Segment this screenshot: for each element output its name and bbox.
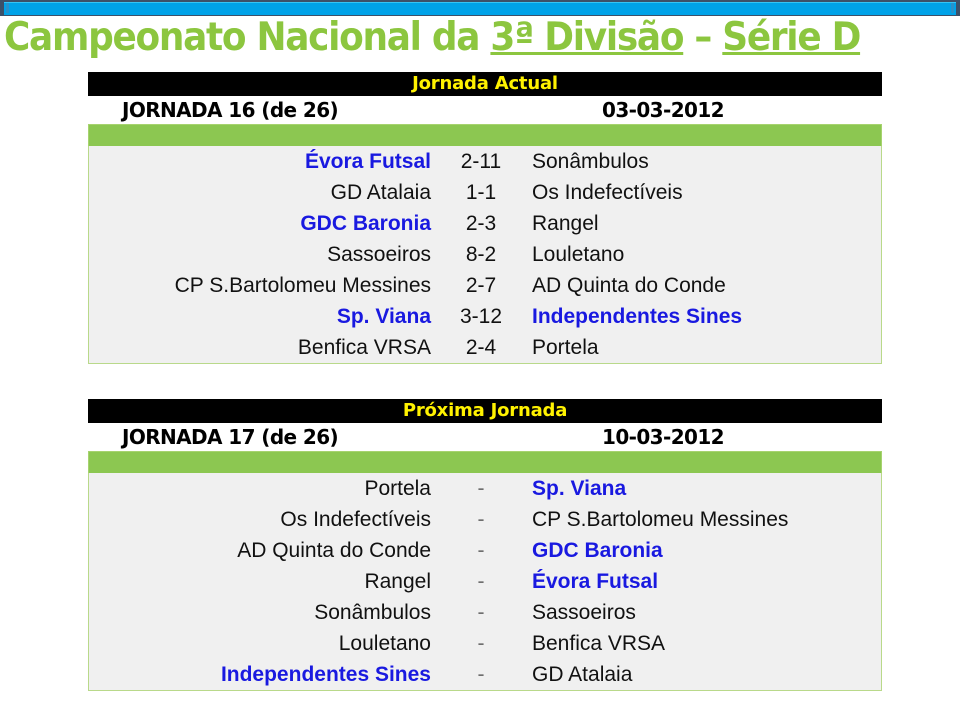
current-green-separator	[88, 124, 882, 146]
away-team: Benfica VRSA	[532, 632, 666, 655]
scrollbar-left-grip[interactable]	[6, 3, 9, 13]
match-separator: -	[477, 539, 485, 562]
match-row: Louletano - Benfica VRSA	[89, 628, 881, 659]
current-round-date: 03-03-2012	[602, 98, 725, 122]
away-team: Portela	[532, 336, 599, 359]
home-team: AD Quinta do Conde	[237, 539, 431, 562]
match-score: 1-1	[465, 181, 497, 204]
away-team: Évora Futsal	[532, 570, 659, 593]
next-round-block: Próxima Jornada JORNADA 17 (de 26) 10-03…	[88, 399, 882, 691]
away-team: AD Quinta do Conde	[532, 274, 726, 297]
away-team: Sassoeiros	[532, 601, 636, 624]
match-row: Benfica VRSA 2-4 Portela	[89, 332, 881, 363]
home-team: Sonâmbulos	[314, 601, 431, 624]
match-row: Os Indefectíveis - CP S.Bartolomeu Messine…	[89, 504, 881, 535]
match-row: AD Quinta do Conde - GDC Baronia	[89, 535, 881, 566]
match-row: Sonâmbulos - Sassoeiros	[89, 597, 881, 628]
match-row: Portela - Sp. Viana	[89, 473, 881, 504]
match-score: 3-12	[459, 305, 503, 328]
match-score: 8-2	[465, 243, 497, 266]
page-title-division: 3ª Divisão	[490, 15, 684, 60]
match-row: Rangel - Évora Futsal	[89, 566, 881, 597]
match-separator: -	[477, 601, 485, 624]
home-team: Sassoeiros	[327, 243, 431, 266]
match-separator: -	[477, 632, 485, 655]
current-round-block: Jornada Actual JORNADA 16 (de 26) 03-03-…	[88, 72, 882, 364]
away-team: Os Indefectíveis	[532, 181, 683, 204]
away-team: CP S.Bartolomeu Messines	[532, 508, 789, 531]
next-green-separator	[88, 451, 882, 473]
next-round-date: 10-03-2012	[602, 425, 725, 449]
away-team: Sonâmbulos	[532, 150, 649, 173]
match-row: Independentes Sines - GD Atalaia	[89, 659, 881, 690]
page-title: Campeonato Nacional da 3ª Divisão – Séri…	[4, 15, 861, 61]
home-team: Portela	[364, 477, 431, 500]
match-separator: -	[477, 508, 485, 531]
match-row: Évora Futsal 2-11 Sonâmbulos	[89, 146, 881, 177]
away-team: GDC Baronia	[532, 539, 663, 562]
away-team: Rangel	[532, 212, 599, 235]
next-round-label: JORNADA 17 (de 26)	[122, 425, 339, 449]
home-team: Os Indefectíveis	[280, 508, 431, 531]
page-title-series: Série D	[722, 15, 861, 60]
home-team: Rangel	[364, 570, 431, 593]
home-team: GDC Baronia	[300, 212, 431, 235]
current-round-heading: Jornada Actual	[88, 72, 882, 96]
home-team: Évora Futsal	[304, 150, 431, 173]
away-team: Louletano	[532, 243, 625, 266]
match-score: 2-3	[465, 212, 497, 235]
home-team: Sp. Viana	[336, 305, 431, 328]
home-team: Independentes Sines	[220, 663, 431, 686]
home-team: Benfica VRSA	[297, 336, 431, 359]
away-team: GD Atalaia	[532, 663, 633, 686]
current-round-info: JORNADA 16 (de 26) 03-03-2012	[88, 96, 882, 124]
away-team: Independentes Sines	[532, 305, 743, 328]
next-round-heading: Próxima Jornada	[88, 399, 882, 423]
page-title-prefix: Campeonato Nacional da	[4, 15, 491, 60]
match-separator: -	[477, 570, 485, 593]
next-round-info: JORNADA 17 (de 26) 10-03-2012	[88, 423, 882, 451]
match-row: Sp. Viana 3-12 Independentes Sines	[89, 301, 881, 332]
match-row: Sassoeiros 8-2 Louletano	[89, 239, 881, 270]
next-matches-table: Portela - Sp. Viana Os Indefectíveis - CP S.B…	[88, 473, 882, 691]
horizontal-scrollbar[interactable]	[0, 0, 960, 16]
scrollbar-right-grip[interactable]	[951, 3, 954, 13]
match-separator: -	[477, 477, 485, 500]
home-team: GD Atalaia	[330, 181, 431, 204]
home-team: Louletano	[338, 632, 431, 655]
current-round-label: JORNADA 16 (de 26)	[122, 98, 339, 122]
scrollbar-thumb[interactable]	[4, 2, 956, 15]
current-matches-table: Évora Futsal 2-11 Sonâmbulos GD Atalaia 1-1 O…	[88, 146, 882, 364]
home-team: CP S.Bartolomeu Messines	[174, 274, 431, 297]
match-separator: -	[477, 663, 485, 686]
away-team: Sp. Viana	[532, 477, 627, 500]
match-score: 2-4	[465, 336, 497, 359]
match-row: CP S.Bartolomeu Messines 2-7 AD Quinta do …	[89, 270, 881, 301]
match-score: 2-11	[460, 150, 502, 173]
match-score: 2-7	[465, 274, 497, 297]
page-title-separator: –	[683, 15, 723, 60]
match-row: GD Atalaia 1-1 Os Indefectíveis	[89, 177, 881, 208]
match-row: GDC Baronia 2-3 Rangel	[89, 208, 881, 239]
